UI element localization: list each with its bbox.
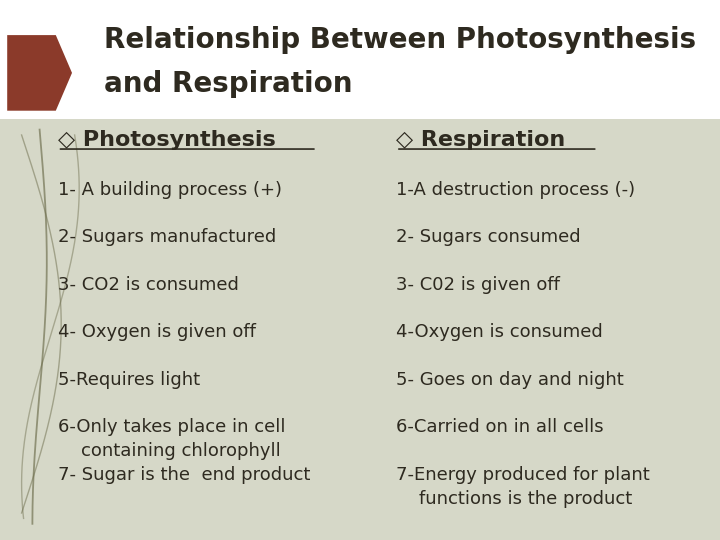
Text: 5-Requires light: 5-Requires light [58, 371, 199, 389]
Polygon shape [7, 35, 72, 111]
Text: 3- C02 is given off: 3- C02 is given off [396, 276, 560, 294]
Text: ◇ Photosynthesis: ◇ Photosynthesis [58, 130, 275, 151]
Text: 7- Sugar is the  end product: 7- Sugar is the end product [58, 466, 310, 484]
FancyBboxPatch shape [0, 0, 720, 119]
Text: 6-Carried on in all cells: 6-Carried on in all cells [396, 418, 603, 436]
Text: 5- Goes on day and night: 5- Goes on day and night [396, 371, 624, 389]
Text: and Respiration: and Respiration [104, 70, 353, 98]
Text: ◇ Respiration: ◇ Respiration [396, 130, 565, 151]
Text: 7-Energy produced for plant
    functions is the product: 7-Energy produced for plant functions is… [396, 466, 649, 508]
Text: 1-A destruction process (-): 1-A destruction process (-) [396, 181, 635, 199]
Text: 4- Oxygen is given off: 4- Oxygen is given off [58, 323, 256, 341]
Text: 4-Oxygen is consumed: 4-Oxygen is consumed [396, 323, 603, 341]
Text: 6-Only takes place in cell
    containing chlorophyll: 6-Only takes place in cell containing ch… [58, 418, 285, 460]
Text: 2- Sugars manufactured: 2- Sugars manufactured [58, 228, 276, 246]
Text: 3- CO2 is consumed: 3- CO2 is consumed [58, 276, 238, 294]
Text: 1- A building process (+): 1- A building process (+) [58, 181, 282, 199]
Text: 2- Sugars consumed: 2- Sugars consumed [396, 228, 580, 246]
Text: Relationship Between Photosynthesis: Relationship Between Photosynthesis [104, 26, 696, 55]
